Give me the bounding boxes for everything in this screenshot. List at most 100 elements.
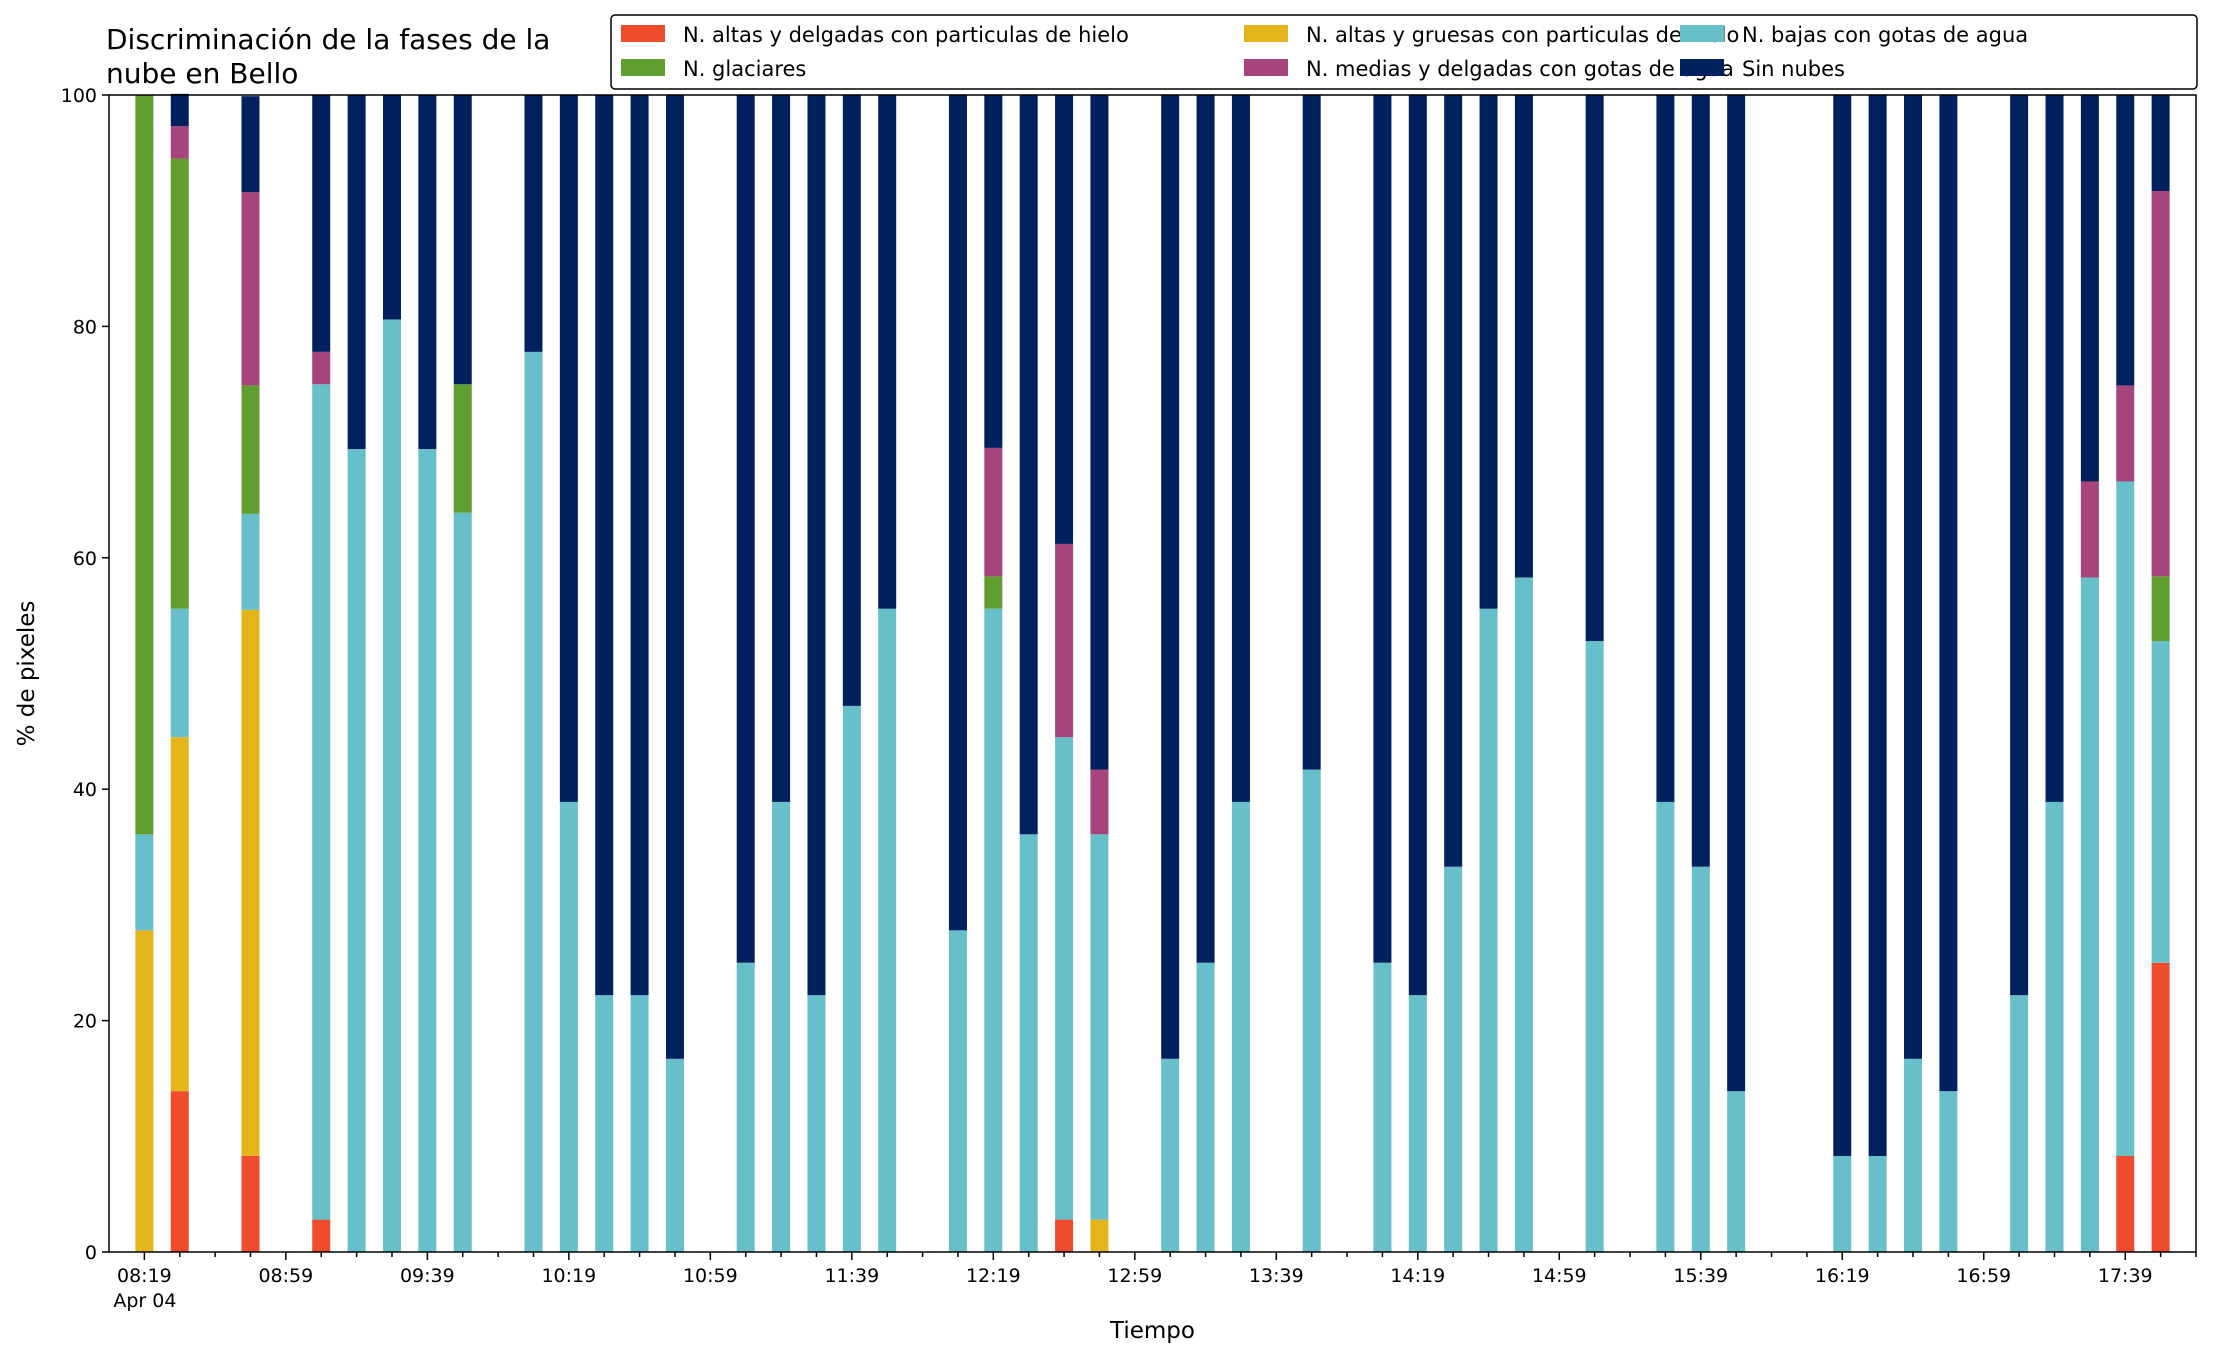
bar-segment-1029-s2 bbox=[595, 995, 614, 1252]
bar-segment-0909-s5 bbox=[312, 95, 331, 352]
bar-segment-1429-s2 bbox=[1444, 866, 1463, 1252]
bar-segment-1019-s2 bbox=[559, 801, 578, 1252]
x-tick-label: 08:59 bbox=[258, 1265, 313, 1287]
bar-segment-1719-s5 bbox=[2045, 95, 2064, 802]
bar-segment-1209-s5 bbox=[948, 95, 967, 931]
bar-segment-0819-s1 bbox=[135, 930, 154, 1252]
bar-segment-1149-s2 bbox=[878, 608, 897, 1252]
bar-segment-1219-s2 bbox=[984, 608, 1003, 1252]
bar-segment-1729-s4 bbox=[2080, 481, 2099, 578]
bar-segment-1329-s2 bbox=[1231, 801, 1250, 1252]
bar-segment-1729-s2 bbox=[2080, 577, 2099, 1252]
x-tick-label: 10:19 bbox=[541, 1265, 596, 1287]
bars-layer bbox=[135, 93, 2170, 1253]
bar-segment-1649-s5 bbox=[1939, 95, 1958, 1092]
x-tick-label: 09:39 bbox=[400, 1265, 455, 1287]
bar-segment-1139-s5 bbox=[842, 95, 861, 706]
bar-segment-1449-s5 bbox=[1514, 95, 1533, 578]
bar-segment-0909-s4 bbox=[312, 351, 331, 385]
bar-segment-1509-s5 bbox=[1585, 95, 1604, 642]
bar-segment-0849-s1 bbox=[241, 609, 260, 1156]
bar-segment-1409-s5 bbox=[1373, 95, 1392, 963]
bar-segment-1349-s2 bbox=[1302, 769, 1321, 1252]
bar-segment-1749-s5 bbox=[2151, 95, 2170, 192]
x-axis: 08:19 08:59 09:39 10:19 10:59 11:39 12:19 12:59… bbox=[117, 1252, 2197, 1287]
bar-segment-1049-s2 bbox=[665, 1058, 684, 1252]
bar-segment-1249-s4 bbox=[1090, 769, 1109, 835]
bar-segment-1039-s5 bbox=[630, 95, 649, 996]
bar-segment-0849-s5 bbox=[241, 96, 260, 193]
plot-frame bbox=[108, 94, 2197, 1253]
bar-segment-1019-s5 bbox=[559, 95, 578, 802]
bar-segment-1119-s2 bbox=[772, 801, 791, 1252]
x-tick-label: 12:59 bbox=[1107, 1265, 1162, 1287]
x-tick-label: 16:19 bbox=[1815, 1265, 1870, 1287]
bar-segment-0849-s3 bbox=[241, 385, 260, 514]
bar-segment-0939-s2 bbox=[418, 449, 437, 1252]
bar-segment-1439-s2 bbox=[1479, 608, 1498, 1252]
bar-segment-1419-s5 bbox=[1408, 95, 1427, 996]
bar-segment-1049-s5 bbox=[665, 95, 684, 1059]
bar-segment-0919-s5 bbox=[347, 95, 366, 450]
bar-segment-0949-s2 bbox=[453, 512, 472, 1252]
x-tick-label: 10:59 bbox=[683, 1265, 738, 1287]
bar-segment-1729-s5 bbox=[2080, 95, 2099, 482]
bar-segment-1429-s5 bbox=[1444, 95, 1463, 867]
bar-segment-0829-s2 bbox=[170, 608, 189, 738]
bar-segment-1649-s2 bbox=[1939, 1091, 1958, 1252]
bar-segment-1439-s5 bbox=[1479, 95, 1498, 609]
y-tick-label: 100 bbox=[61, 85, 97, 107]
bar-segment-1239-s2 bbox=[1055, 737, 1074, 1220]
bar-segment-1709-s2 bbox=[2010, 995, 2029, 1252]
legend-label: N. medias y delgadas con gotas de agua bbox=[1306, 57, 1734, 81]
x-tick-sublabel: Apr 04 bbox=[113, 1290, 176, 1312]
x-tick-label: 13:39 bbox=[1249, 1265, 1304, 1287]
y-tick-label: 20 bbox=[73, 1011, 97, 1033]
bar-segment-0819-s3 bbox=[135, 95, 154, 835]
bar-segment-0929-s2 bbox=[382, 319, 401, 1253]
y-tick-label: 80 bbox=[73, 316, 97, 338]
bar-segment-0909-s0 bbox=[312, 1219, 331, 1252]
x-tick-label: 11:39 bbox=[824, 1265, 879, 1287]
bar-segment-1749-s3 bbox=[2151, 576, 2170, 642]
legend-swatch bbox=[1244, 25, 1288, 42]
bar-segment-1529-s5 bbox=[1656, 95, 1675, 802]
bar-segment-1239-s5 bbox=[1055, 95, 1074, 544]
legend: N. altas y delgadas con particulas de hi… bbox=[610, 14, 2198, 90]
bar-segment-1119-s5 bbox=[772, 95, 791, 802]
bar-segment-0829-s4 bbox=[170, 126, 189, 159]
x-tick-label: 14:19 bbox=[1390, 1265, 1445, 1287]
legend-label: N. altas y delgadas con particulas de hi… bbox=[683, 23, 1129, 47]
legend-label: N. altas y gruesas con particulas de hie… bbox=[1306, 23, 1739, 47]
legend-label: N. bajas con gotas de agua bbox=[1742, 23, 2028, 47]
bar-segment-1029-s5 bbox=[595, 95, 614, 996]
bar-segment-1109-s5 bbox=[736, 95, 755, 963]
legend-swatch bbox=[621, 59, 665, 76]
bar-segment-1719-s2 bbox=[2045, 801, 2064, 1252]
bar-segment-1239-s0 bbox=[1055, 1219, 1074, 1252]
bar-segment-0849-s4 bbox=[241, 192, 260, 386]
y-tick-label: 60 bbox=[73, 548, 97, 570]
bar-segment-0829-s0 bbox=[170, 1091, 189, 1252]
bar-segment-1139-s2 bbox=[842, 705, 861, 1252]
legend-swatch bbox=[1244, 59, 1288, 76]
y-tick-label: 0 bbox=[85, 1242, 97, 1264]
bar-segment-1239-s4 bbox=[1055, 543, 1074, 738]
bar-segment-1739-s4 bbox=[2116, 385, 2135, 482]
bar-segment-1009-s2 bbox=[524, 351, 543, 1253]
bar-segment-0949-s3 bbox=[453, 384, 472, 513]
bar-segment-1709-s5 bbox=[2010, 95, 2029, 996]
legend-swatch bbox=[1680, 25, 1724, 42]
bar-segment-1219-s5 bbox=[984, 95, 1003, 448]
bar-segment-0909-s2 bbox=[312, 384, 331, 1220]
y-tick-label: 40 bbox=[73, 779, 97, 801]
bar-segment-1509-s2 bbox=[1585, 641, 1604, 1252]
bar-segment-0849-s2 bbox=[241, 513, 260, 610]
chart-title-line-1: Discriminación de la fases de la bbox=[106, 23, 550, 56]
bar-segment-1149-s5 bbox=[878, 95, 897, 609]
bar-segment-1539-s2 bbox=[1691, 866, 1710, 1252]
bar-segment-1219-s4 bbox=[984, 447, 1003, 577]
legend-swatch bbox=[1680, 59, 1724, 76]
y-axis: 0 20 40 60 80 100 bbox=[61, 85, 109, 1264]
